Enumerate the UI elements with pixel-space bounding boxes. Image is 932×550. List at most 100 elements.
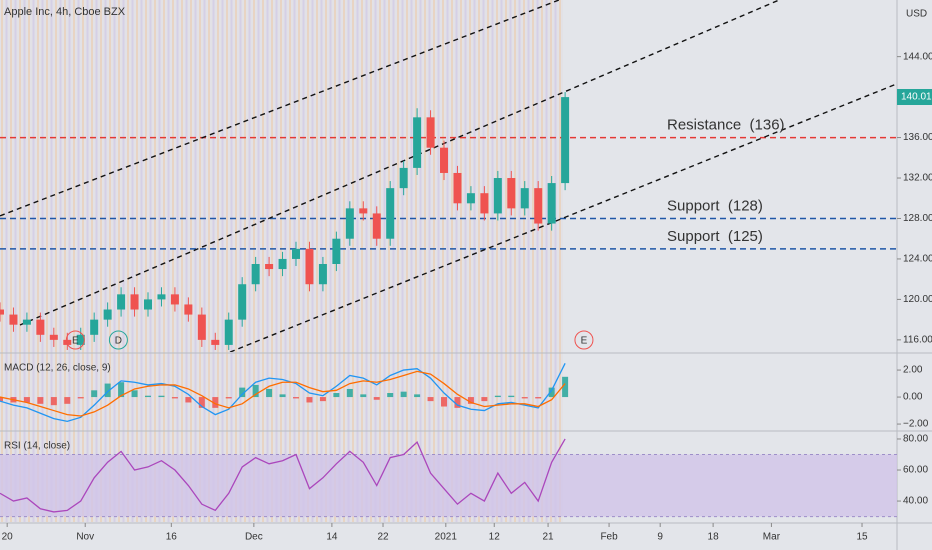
candle-body xyxy=(238,284,247,320)
histogram-bar xyxy=(481,397,488,402)
histogram-bar xyxy=(158,395,165,398)
indicator-line xyxy=(0,438,566,513)
histogram-bar xyxy=(535,397,542,399)
histogram-bar xyxy=(185,397,192,403)
candle-body xyxy=(36,319,45,335)
candle-body xyxy=(372,213,381,239)
trend-line xyxy=(0,0,561,217)
histogram-bar xyxy=(306,397,313,403)
histogram-bar xyxy=(64,397,71,404)
histogram-bar xyxy=(252,384,259,398)
histogram-bar xyxy=(131,390,138,398)
last-price-label: 140.01 xyxy=(901,92,932,103)
x-tick-label: 15 xyxy=(856,532,868,543)
histogram-bar xyxy=(373,397,380,400)
candle-body xyxy=(507,178,516,209)
candle-body xyxy=(413,117,422,168)
histogram-bar xyxy=(145,395,152,398)
candle-body xyxy=(49,334,58,340)
histogram-bar xyxy=(360,394,367,398)
histogram-bar xyxy=(508,395,515,398)
y-tick-label: 60.00 xyxy=(903,465,928,476)
candle-body xyxy=(251,264,260,285)
level-label: Support (128) xyxy=(667,197,763,214)
candle-body xyxy=(453,172,462,204)
pane: 116.00 120.00 124.00 128.00 132.00 136.00 140.… xyxy=(0,0,932,352)
x-tick-label: 2021 xyxy=(435,532,458,543)
x-tick-label: Feb xyxy=(600,532,618,543)
histogram-bar xyxy=(454,397,461,408)
candle-body xyxy=(170,294,179,305)
pane: 2.00 0.00 −2.00 MACD (12, 26, close, 9) xyxy=(0,363,929,430)
event-label: D xyxy=(115,336,122,347)
candle-body xyxy=(493,178,502,214)
event-marker xyxy=(574,330,594,350)
y-tick-label: 120.00 xyxy=(903,294,932,305)
y-tick-label: 144.00 xyxy=(903,51,932,62)
histogram-bar xyxy=(562,376,569,398)
candle-body xyxy=(63,339,72,345)
histogram-bar xyxy=(400,391,407,398)
x-tick-label: 22 xyxy=(377,532,389,543)
histogram-bar xyxy=(198,397,205,408)
histogram-bar xyxy=(319,397,326,402)
candle-body xyxy=(318,264,327,285)
histogram-bar xyxy=(467,397,474,404)
histogram-bar xyxy=(23,397,30,403)
candle-body xyxy=(144,299,153,310)
histogram-bar xyxy=(266,388,273,398)
x-tick-label: 21 xyxy=(543,532,555,543)
candle-body xyxy=(278,258,287,270)
candle-body xyxy=(22,319,31,325)
candle-body xyxy=(534,188,543,224)
level-label: Support (125) xyxy=(667,228,763,245)
y-tick-label: 116.00 xyxy=(903,335,932,346)
candle-body xyxy=(224,319,233,345)
candle-body xyxy=(0,309,4,315)
y-tick-label: 128.00 xyxy=(903,213,932,224)
last-price-tag xyxy=(897,89,932,106)
histogram-bar xyxy=(225,397,232,399)
candle-body xyxy=(386,188,395,239)
histogram-bar xyxy=(104,383,111,398)
histogram-bar xyxy=(0,397,3,402)
y-tick-label: 0.00 xyxy=(903,392,923,403)
y-tick-label: 80.00 xyxy=(903,434,928,445)
candle-body xyxy=(117,294,126,310)
y-tick-label: 132.00 xyxy=(903,173,932,184)
y-tick-label: 2.00 xyxy=(903,365,923,376)
histogram-bar xyxy=(494,395,501,398)
candle-body xyxy=(426,117,435,148)
x-tick-label: Dec xyxy=(245,532,263,543)
histogram-bar xyxy=(212,397,219,408)
histogram-bar xyxy=(279,394,286,398)
candle-body xyxy=(184,304,193,315)
x-tick-label: 12 xyxy=(489,532,501,543)
currency: USD xyxy=(906,9,927,20)
candle-body xyxy=(157,294,166,300)
x-tick-label: 9 xyxy=(657,532,663,543)
x-tick-label: 16 xyxy=(166,532,178,543)
histogram-bar xyxy=(414,394,421,398)
candle-body xyxy=(265,264,274,270)
x-tick-label: 14 xyxy=(326,532,338,543)
histogram-bar xyxy=(91,390,98,398)
candle-body xyxy=(197,314,206,340)
candle-body xyxy=(520,188,529,209)
candle-body xyxy=(547,183,556,224)
histogram-bar xyxy=(50,397,57,406)
pane-title: RSI (14, close) xyxy=(4,441,70,452)
candle-body xyxy=(480,193,489,214)
x-tick-label: 18 xyxy=(708,532,720,543)
histogram-bar xyxy=(548,387,555,398)
histogram-bar xyxy=(239,387,246,398)
event-label: E xyxy=(581,336,588,347)
pane-title: MACD (12, 26, close, 9) xyxy=(4,363,111,374)
candle-body xyxy=(332,238,341,264)
trend-line xyxy=(229,83,897,352)
x-tick-label: Mar xyxy=(763,532,781,543)
x-tick-label: 20 xyxy=(2,532,14,543)
candle-body xyxy=(9,314,18,325)
histogram-bar xyxy=(441,397,448,407)
